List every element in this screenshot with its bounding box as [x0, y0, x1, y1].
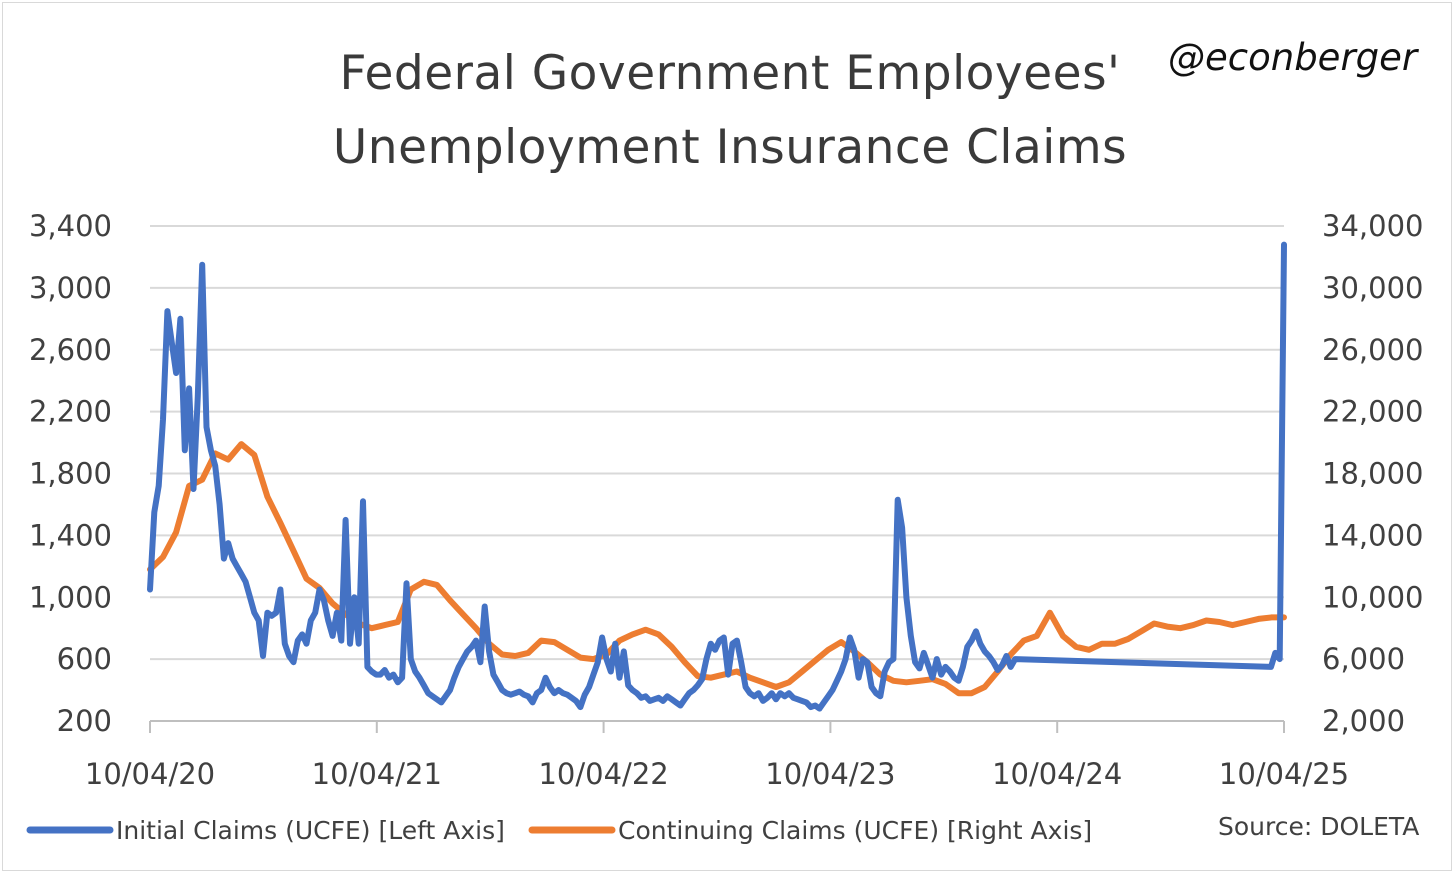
x-tick-label: 10/04/25: [1219, 757, 1349, 791]
author-handle: @econberger: [1168, 36, 1418, 79]
source-note: Source: DOLETA: [1218, 812, 1420, 841]
right-y-tick-label: 14,000: [1322, 518, 1423, 552]
series-lines: [147, 241, 1287, 712]
right-y-tick-label: 10,000: [1322, 580, 1423, 614]
x-tick-label: 10/04/20: [85, 757, 215, 791]
left-y-tick-label: 3,400: [29, 209, 112, 243]
right-y-tick-label: 26,000: [1322, 333, 1423, 367]
right-y-tick-label: 34,000: [1322, 209, 1423, 243]
left-y-tick-label: 1,400: [29, 518, 112, 552]
left-y-tick-label: 2,200: [29, 395, 112, 429]
x-axis: 10/04/20 10/04/21 10/04/22 10/04/23 10/04/24…: [85, 720, 1349, 791]
legend-label-continuing: Continuing Claims (UCFE) [Right Axis]: [618, 816, 1092, 845]
left-y-axis: 200 600 1,000 1,400 1,800 2,200 2,600 3,000 3,40…: [29, 209, 112, 738]
x-tick-label: 10/04/23: [765, 757, 895, 791]
legend-label-initial: Initial Claims (UCFE) [Left Axis]: [116, 816, 505, 845]
x-tick-label: 10/04/24: [992, 757, 1122, 791]
left-y-tick-label: 600: [57, 642, 112, 676]
right-y-tick-label: 6,000: [1322, 642, 1405, 676]
left-y-tick-label: 200: [57, 704, 112, 738]
left-y-tick-label: 3,000: [29, 271, 112, 305]
left-y-tick-label: 2,600: [29, 333, 112, 367]
right-y-tick-label: 22,000: [1322, 395, 1423, 429]
x-tick-label: 10/04/22: [538, 757, 668, 791]
gridlines: [150, 225, 1284, 661]
x-tick-label: 10/04/21: [312, 757, 442, 791]
legend: Initial Claims (UCFE) [Left Axis] Continu…: [26, 816, 1092, 845]
right-y-tick-label: 30,000: [1322, 271, 1423, 305]
initial-claims-line: [147, 241, 1287, 712]
right-y-tick-label: 18,000: [1322, 457, 1423, 491]
right-y-axis: 2,000 6,000 10,000 14,000 18,000 22,000 26,000…: [1322, 209, 1423, 738]
left-y-tick-label: 1,000: [29, 580, 112, 614]
chart-title-line-1: Federal Government Employees': [339, 46, 1121, 101]
continuing-claims-line: [147, 441, 1287, 697]
right-y-tick-label: 2,000: [1322, 704, 1405, 738]
left-y-tick-label: 1,800: [29, 457, 112, 491]
chart-title-line-2: Unemployment Insurance Claims: [332, 120, 1128, 175]
